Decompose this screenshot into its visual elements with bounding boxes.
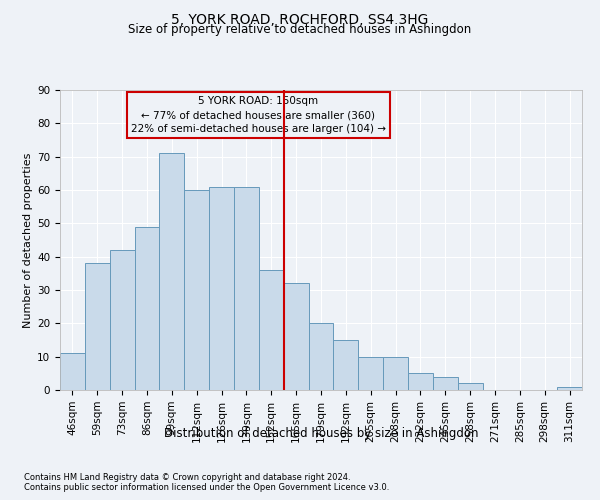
- Bar: [334, 340, 358, 390]
- Bar: [85, 264, 110, 390]
- Bar: [433, 376, 458, 390]
- Bar: [184, 190, 209, 390]
- Text: Size of property relative to detached houses in Ashingdon: Size of property relative to detached ho…: [128, 22, 472, 36]
- Bar: [134, 226, 160, 390]
- Bar: [408, 374, 433, 390]
- Bar: [358, 356, 383, 390]
- Bar: [110, 250, 134, 390]
- Bar: [458, 384, 482, 390]
- Text: Distribution of detached houses by size in Ashingdon: Distribution of detached houses by size …: [164, 428, 478, 440]
- Y-axis label: Number of detached properties: Number of detached properties: [23, 152, 33, 328]
- Bar: [209, 186, 234, 390]
- Bar: [308, 324, 334, 390]
- Bar: [557, 386, 582, 390]
- Text: Contains HM Land Registry data © Crown copyright and database right 2024.: Contains HM Land Registry data © Crown c…: [24, 472, 350, 482]
- Bar: [259, 270, 284, 390]
- Bar: [160, 154, 184, 390]
- Bar: [60, 354, 85, 390]
- Bar: [284, 284, 308, 390]
- Bar: [383, 356, 408, 390]
- Text: Contains public sector information licensed under the Open Government Licence v3: Contains public sector information licen…: [24, 482, 389, 492]
- Text: 5, YORK ROAD, ROCHFORD, SS4 3HG: 5, YORK ROAD, ROCHFORD, SS4 3HG: [172, 12, 428, 26]
- Text: 5 YORK ROAD: 150sqm
← 77% of detached houses are smaller (360)
22% of semi-detac: 5 YORK ROAD: 150sqm ← 77% of detached ho…: [131, 96, 386, 134]
- Bar: [234, 186, 259, 390]
